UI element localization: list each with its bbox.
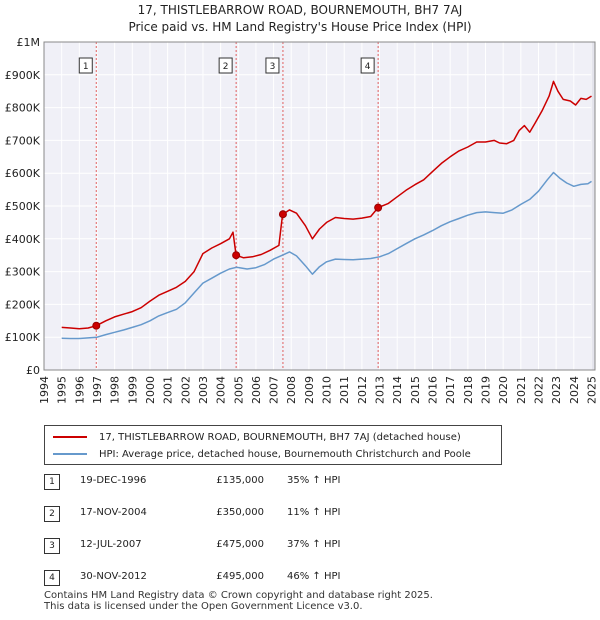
sale-price: £495,000 [216,571,264,582]
sale-number-badge: 1 [44,474,60,490]
x-tick-label: 2016 [427,376,440,404]
x-tick-label: 1996 [73,376,86,404]
legend-swatch-property [53,436,87,438]
sale-date: 19-DEC-1996 [80,475,147,486]
sale-row: 3 12-JUL-2007 £475,000 37% ↑ HPI [44,538,464,554]
property-price-line [61,80,592,330]
y-tick-label: £1M [17,36,41,49]
footer-copyright: Contains HM Land Registry data © Crown c… [44,590,433,601]
x-tick-label: 2014 [391,376,404,404]
sale-hpi-change: 11% ↑ HPI [287,507,341,518]
plot-border [43,41,596,371]
y-tick-label: £200K [5,298,41,311]
y-tick-label: £100K [5,331,41,344]
sale-marker-label: 2 [223,62,229,72]
x-tick-label: 2020 [497,376,510,404]
sale-date: 12-JUL-2007 [80,539,142,550]
x-tick-label: 2000 [144,376,157,404]
y-tick-label: £0 [26,364,40,377]
x-tick-label: 2023 [550,376,563,404]
x-tick-label: 2007 [268,376,281,404]
sale-price: £475,000 [216,539,264,550]
x-tick-label: 1999 [126,376,139,404]
sale-marker-label: 1 [83,62,89,72]
footer-license: This data is licensed under the Open Gov… [44,601,363,612]
x-tick-label: 2008 [285,376,298,404]
x-tick-label: 2001 [162,376,175,404]
chart-title: 17, THISTLEBARROW ROAD, BOURNEMOUTH, BH7… [137,3,463,17]
x-tick-label: 2015 [409,376,422,404]
sale-date: 17-NOV-2004 [80,507,147,518]
legend-swatch-hpi [53,453,87,455]
legend-item-property: 17, THISTLEBARROW ROAD, BOURNEMOUTH, BH7… [53,429,461,445]
y-tick-label: £300K [5,266,41,279]
future-region [591,42,595,370]
x-tick-label: 2003 [197,376,210,404]
sale-number-badge: 2 [44,506,60,522]
y-tick-label: £700K [5,134,41,147]
x-tick-label: 2004 [215,376,228,404]
sale-marker-box [78,57,93,74]
sale-price: £350,000 [216,507,264,518]
x-tick-label: 2009 [303,376,316,404]
x-tick-label: 2002 [179,376,192,404]
chart-legend: 17, THISTLEBARROW ROAD, BOURNEMOUTH, BH7… [44,425,502,465]
y-tick-label: £900K [5,69,41,82]
x-tick-label: 2019 [480,376,493,404]
sale-row: 4 30-NOV-2012 £495,000 46% ↑ HPI [44,570,464,586]
x-tick-label: 2012 [356,376,369,404]
y-tick-label: £400K [5,233,41,246]
sale-marker-label: 4 [365,62,371,72]
x-tick-label: 2013 [374,376,387,404]
x-tick-label: 2011 [338,376,351,404]
price-chart: £0 £100K £200K £300K £400K £500K £600K £700K £80… [5,36,599,404]
x-tick-label: 1998 [109,376,122,404]
sale-hpi-change: 46% ↑ HPI [287,571,341,582]
sale-hpi-change: 35% ↑ HPI [287,475,341,486]
legend-label-hpi: HPI: Average price, detached house, Bour… [99,448,471,460]
x-tick-label: 2005 [232,376,245,404]
x-tick-label: 2025 [585,376,598,404]
legend-label-property: 17, THISTLEBARROW ROAD, BOURNEMOUTH, BH7… [99,431,461,443]
sale-row: 2 17-NOV-2004 £350,000 11% ↑ HPI [44,506,464,522]
x-tick-label: 1994 [38,376,51,404]
x-tick-label: 1997 [91,376,104,404]
x-tick-label: 2022 [532,376,545,404]
x-tick-label: 2024 [568,376,581,404]
y-tick-label: £500K [5,200,41,213]
x-tick-label: 2010 [321,376,334,404]
sale-marker-box [218,57,233,74]
x-tick-label: 2017 [444,376,457,404]
x-tick-label: 2018 [462,376,475,404]
sale-marker-box [265,57,280,74]
x-tick-label: 1995 [56,376,69,404]
sale-hpi-change: 37% ↑ HPI [287,539,341,550]
sale-point [232,251,241,260]
y-tick-label: £800K [5,102,41,115]
sale-number-badge: 4 [44,570,60,586]
sale-marker-box [360,57,375,74]
sale-row: 1 19-DEC-1996 £135,000 35% ↑ HPI [44,474,464,490]
hpi-line [61,171,592,340]
sale-point [374,203,383,212]
sale-point [278,210,287,219]
sale-number-badge: 3 [44,538,60,554]
sale-price: £135,000 [216,475,264,486]
sale-date: 30-NOV-2012 [80,571,147,582]
sale-point [92,321,101,330]
x-tick-label: 2021 [515,376,528,404]
x-tick-label: 2006 [250,376,263,404]
y-tick-label: £600K [5,167,41,180]
sale-marker-label: 3 [270,62,276,72]
legend-item-hpi: HPI: Average price, detached house, Bour… [53,446,471,462]
chart-subtitle: Price paid vs. HM Land Registry's House … [128,20,472,34]
